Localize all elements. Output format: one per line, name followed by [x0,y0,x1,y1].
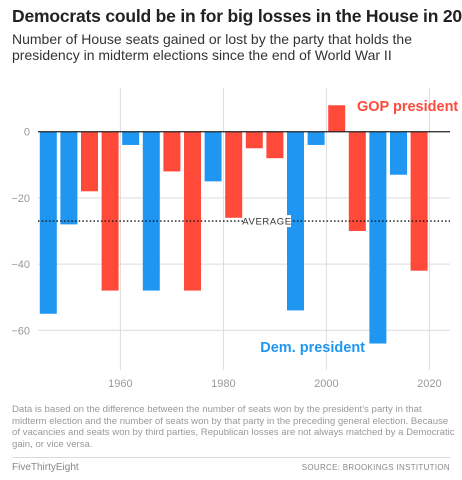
dem-series-label: Dem. president [260,340,365,356]
average-label: AVERAGE [242,217,291,228]
x-tick-label: 1980 [211,378,235,390]
x-tick-label: 2020 [417,378,441,390]
gop-bar [81,131,98,192]
gop-bar [225,131,243,218]
x-tick-label: 1960 [108,378,132,390]
chart-title: Democrats could be in for big losses in … [12,6,462,26]
dem-bar [122,131,140,145]
overlay-layer: AVERAGE GOP president Dem. president [38,99,458,356]
dem-bar [369,131,387,344]
y-tick-label: −60 [11,325,30,337]
bar-layer [39,105,428,344]
y-tick-label: −20 [11,193,30,205]
source-credit: SOURCE: BROOKINGS INSTITUTION [301,463,450,472]
dem-bar [307,131,325,145]
dem-bar [287,131,304,311]
chart-svg: 0 −20 −40 −60 1960 1980 2000 2020 AVERAGE GOP pr… [11,88,458,390]
methodology-note: Data is based on the difference between … [12,404,455,450]
gop-bar [184,131,201,291]
gop-bar [101,131,119,291]
average-label-bg [243,215,291,228]
dem-bar [390,131,407,175]
y-tick-label: −40 [11,259,30,271]
footer-divider [12,457,450,458]
gop-bar [245,131,263,149]
dem-bar [142,131,160,291]
x-tick-label: 2000 [314,378,338,390]
gop-bar [348,131,366,231]
gop-series-label: GOP president [357,99,458,115]
gop-bar [328,105,346,132]
chart-subtitle: Number of House seats gained or lost by … [12,31,413,63]
brand-credit: FiveThirtyEight [12,462,79,473]
y-tick-label: 0 [24,127,30,139]
gop-bar [163,131,181,172]
dem-bar [60,131,78,225]
gop-bar [266,131,284,159]
gop-bar [410,131,428,271]
dem-bar [204,131,222,182]
dem-bar [39,131,57,314]
